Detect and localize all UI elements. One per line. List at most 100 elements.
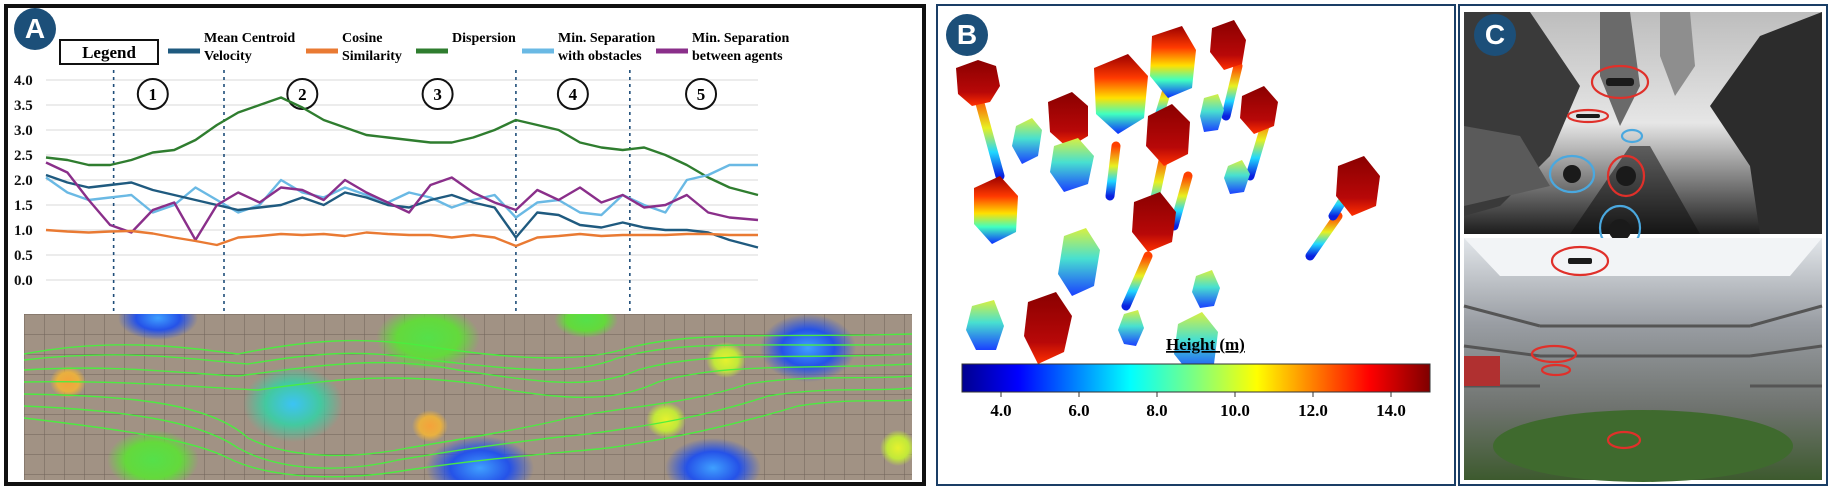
legend-label: Min. Separation	[558, 31, 655, 46]
drone-icon	[1616, 166, 1636, 186]
obstacle-blob	[426, 436, 534, 480]
obstacle-blob	[646, 402, 686, 438]
panel-a: A Legend Mean Centroid Velocity Cosine Simi…	[4, 4, 926, 486]
sim-ground-shadow	[1570, 146, 1700, 234]
obstacle-blob	[760, 314, 856, 382]
drone-icon	[1606, 78, 1634, 86]
tree-canopy	[966, 300, 1004, 350]
trajectory	[24, 387, 912, 469]
tree-canopy	[1336, 156, 1380, 216]
obstacle-blob	[554, 314, 618, 338]
tree-canopy	[1174, 312, 1218, 374]
colorbar-tick-label: 12.0	[1298, 401, 1328, 420]
tree-canopy	[1048, 92, 1088, 148]
legend-label: between agents	[692, 49, 783, 64]
colorbar-ticks: 4.0 6.0 8.0 10.0 12.0 14.0	[990, 392, 1406, 420]
obstacle-blob	[243, 366, 343, 442]
series-lines	[45, 96, 759, 249]
y-axis-ticks: 4.0 3.5 3.0 2.5 2.0 1.5 1.0 0.5 0.0	[14, 73, 33, 289]
phase-label: 1	[136, 78, 169, 110]
trajectory	[24, 353, 912, 384]
legend-label: with obstacles	[558, 49, 642, 64]
trajectory	[24, 363, 912, 398]
tree-canopy	[1240, 86, 1278, 134]
phase-label-circle	[685, 78, 718, 110]
phase-label-circle	[286, 78, 319, 110]
drone-agent-circle	[1606, 154, 1646, 198]
tree-trunk	[1221, 61, 1243, 121]
obstacle-blob	[107, 430, 199, 480]
phase-label-number: 4	[569, 85, 578, 104]
tree-canopy	[1012, 118, 1042, 164]
legend-label: Min. Separation	[692, 31, 789, 46]
tree-canopy	[956, 60, 1000, 106]
topdown-map	[24, 314, 912, 480]
panel-c-badge: C	[1474, 14, 1516, 56]
trajectory	[24, 333, 912, 359]
tree-canopy	[1050, 138, 1094, 192]
phase-label-circle	[421, 78, 454, 110]
obstacle-blob	[880, 430, 912, 466]
legend-label: Dispersion	[452, 31, 516, 46]
atrium-garden	[1493, 410, 1793, 482]
phase-label: 4	[556, 78, 589, 110]
legend-label: Mean Centroid	[204, 31, 295, 46]
tree-canopy	[1132, 192, 1176, 252]
tree-canopy	[1200, 94, 1224, 132]
panel-b-badge: B	[946, 14, 988, 56]
y-tick-label: 3.5	[14, 98, 33, 114]
drone-agent-circle	[1590, 64, 1650, 100]
drone-agent-circle	[1540, 363, 1572, 377]
colorbar-title: Height (m)	[1166, 335, 1245, 354]
legend-label: Cosine	[342, 31, 382, 46]
sim-obstacle	[1660, 12, 1695, 96]
legend-entries: Mean Centroid Velocity Cosine Similarity Dis…	[168, 31, 789, 64]
colorbar-tick-label: 4.0	[990, 401, 1011, 420]
series-line-cosine-similarity	[45, 228, 758, 248]
tree-canopy	[1058, 228, 1100, 296]
y-tick-label: 0.5	[14, 248, 33, 264]
legend-entry: Min. Separation between agents	[656, 31, 789, 64]
obstacle-blob	[118, 314, 198, 340]
trajectory	[24, 375, 912, 457]
y-tick-label: 0.0	[14, 273, 33, 289]
tree-point-clouds	[956, 20, 1380, 374]
legend-entry: Cosine Similarity	[306, 31, 402, 64]
obstacle-blob	[706, 342, 746, 378]
tree-canopy	[1146, 104, 1190, 166]
sim-obstacle	[1464, 126, 1550, 206]
atrium-sign	[1464, 356, 1500, 386]
sim-obstacle	[1710, 12, 1822, 234]
drone-icon	[1568, 258, 1592, 264]
y-tick-label: 1.5	[14, 198, 33, 214]
drone-icon	[1563, 165, 1581, 183]
drone-icon	[1576, 114, 1600, 118]
real-world-view	[1463, 238, 1823, 482]
agent-trajectories	[24, 333, 912, 478]
height-colored-trees-plot: Height (m) 4.0 6.0 8.0 10.0 12.0 14.0	[956, 20, 1431, 420]
phase-boundaries	[112, 70, 631, 478]
metrics-line-chart: Legend Mean Centroid Velocity Cosine Simila…	[14, 31, 912, 480]
legend-entry: Mean Centroid Velocity	[168, 31, 295, 64]
drone-icon	[1609, 219, 1631, 241]
legend-entry: Dispersion	[416, 31, 516, 54]
tree-canopy	[1224, 160, 1250, 194]
phase-label-number: 2	[298, 85, 307, 104]
phase-label: 3	[421, 78, 454, 110]
drone-obstacle-circle	[1620, 128, 1644, 144]
legend-box	[59, 39, 159, 65]
y-tick-label: 1.0	[14, 223, 33, 239]
phase-label: 2	[286, 78, 319, 110]
drone-camera-views	[1463, 12, 1823, 482]
phase-label-circle	[136, 78, 169, 110]
tree-canopy	[1094, 54, 1148, 134]
colorbar-tick-label: 8.0	[1146, 401, 1167, 420]
series-line-dispersion	[45, 96, 759, 197]
drone-agent-circle	[1550, 245, 1610, 277]
trajectory	[24, 399, 912, 478]
tree-trunk	[1121, 251, 1153, 311]
tree-canopy	[1210, 20, 1246, 70]
colorbar	[961, 363, 1431, 393]
phase-label: 5	[685, 78, 718, 110]
panel-a-badge: A	[14, 8, 56, 50]
